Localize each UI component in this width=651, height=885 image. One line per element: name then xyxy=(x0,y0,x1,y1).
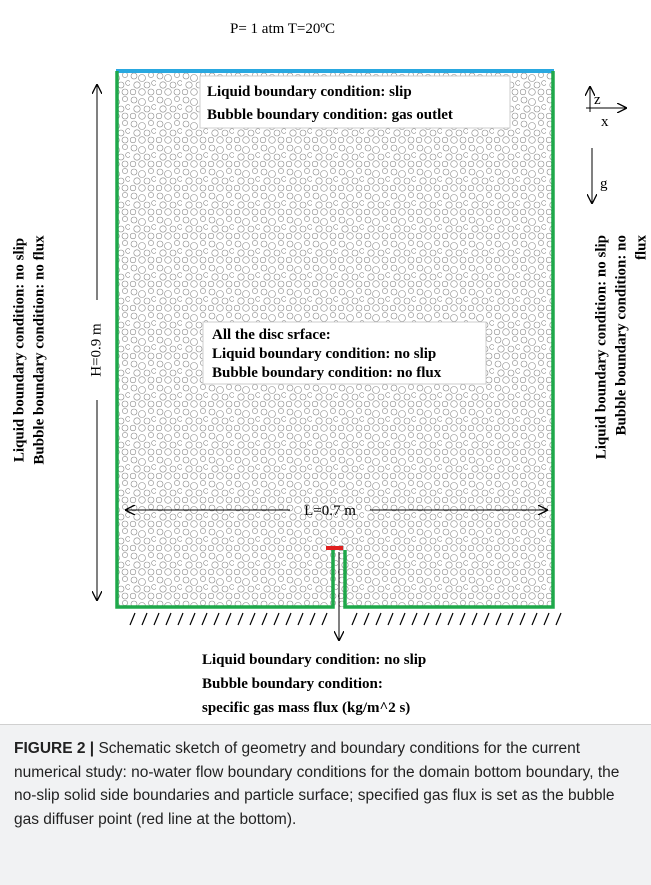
side-label: Liquid boundary condition: no slip xyxy=(593,235,609,459)
length-label: L=0.7 m xyxy=(304,503,356,519)
bottom-label: Liquid boundary condition: no slip xyxy=(202,652,426,668)
bottom-label: Bubble boundary condition: xyxy=(202,676,383,692)
height-label: H=0.9 m xyxy=(88,323,104,377)
axis-label: x xyxy=(601,114,609,130)
figure: P= 1 atm T=20ºC Liquid boundary conditio… xyxy=(0,0,651,885)
axis-label: g xyxy=(600,176,608,192)
side-label: Bubble boundary condition: no xyxy=(613,235,629,436)
box-text: Liquid boundary condition: slip xyxy=(207,84,412,100)
side-label: flux xyxy=(633,235,649,261)
box-text: Bubble boundary condition: no flux xyxy=(212,365,442,381)
bottom-label: specific gas mass flux (kg/m^2 s) xyxy=(202,700,410,716)
ground-hatch xyxy=(130,613,561,625)
side-label: Liquid boundary condition: no slip xyxy=(11,238,27,462)
conditions: P= 1 atm T=20ºC xyxy=(230,21,335,37)
box-text: Bubble boundary condition: gas outlet xyxy=(207,107,453,123)
caption-label: FIGURE 2 | xyxy=(14,740,94,757)
caption-text: Schematic sketch of geometry and boundar… xyxy=(14,740,619,828)
diagram: P= 1 atm T=20ºC Liquid boundary conditio… xyxy=(0,0,651,724)
side-label: Bubble boundary condition: no flux xyxy=(31,235,47,465)
box-text: All the disc srface: xyxy=(212,327,331,343)
axis-label: z xyxy=(594,92,601,108)
box-text: Liquid boundary condition: no slip xyxy=(212,346,436,362)
caption: FIGURE 2 | Schematic sketch of geometry … xyxy=(0,724,651,885)
